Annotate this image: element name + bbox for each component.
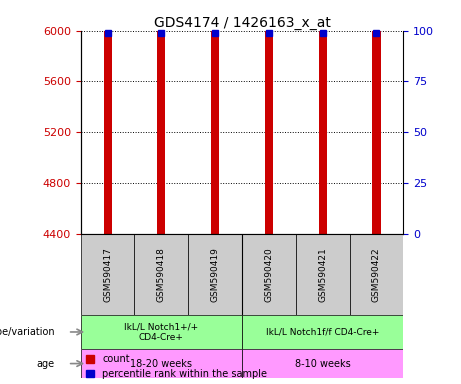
Bar bbox=[135, 234, 188, 315]
Text: GSM590422: GSM590422 bbox=[372, 247, 381, 302]
Bar bbox=[211, 0, 219, 234]
Bar bbox=[242, 315, 403, 349]
Bar bbox=[296, 234, 349, 315]
Bar bbox=[81, 315, 242, 349]
Bar bbox=[242, 234, 296, 315]
Text: IkL/L Notch1+/+
CD4-Cre+: IkL/L Notch1+/+ CD4-Cre+ bbox=[124, 322, 198, 342]
Bar bbox=[319, 0, 327, 234]
Bar bbox=[265, 0, 273, 234]
Bar bbox=[188, 234, 242, 315]
Bar bbox=[372, 0, 380, 234]
Text: GSM590418: GSM590418 bbox=[157, 247, 166, 302]
Title: GDS4174 / 1426163_x_at: GDS4174 / 1426163_x_at bbox=[154, 16, 331, 30]
Text: age: age bbox=[37, 359, 55, 369]
Bar bbox=[349, 234, 403, 315]
Bar bbox=[81, 349, 242, 378]
Text: IkL/L Notch1f/f CD4-Cre+: IkL/L Notch1f/f CD4-Cre+ bbox=[266, 328, 379, 336]
Text: 18-20 weeks: 18-20 weeks bbox=[130, 359, 192, 369]
Bar bbox=[157, 0, 165, 234]
Bar bbox=[81, 234, 135, 315]
Bar bbox=[104, 0, 112, 234]
Bar bbox=[242, 349, 403, 378]
Legend: count, percentile rank within the sample: count, percentile rank within the sample bbox=[86, 354, 267, 379]
Text: 8-10 weeks: 8-10 weeks bbox=[295, 359, 350, 369]
Text: GSM590419: GSM590419 bbox=[211, 247, 219, 302]
Text: GSM590417: GSM590417 bbox=[103, 247, 112, 302]
Text: GSM590420: GSM590420 bbox=[265, 247, 273, 302]
Text: GSM590421: GSM590421 bbox=[318, 247, 327, 302]
Text: genotype/variation: genotype/variation bbox=[0, 327, 55, 337]
